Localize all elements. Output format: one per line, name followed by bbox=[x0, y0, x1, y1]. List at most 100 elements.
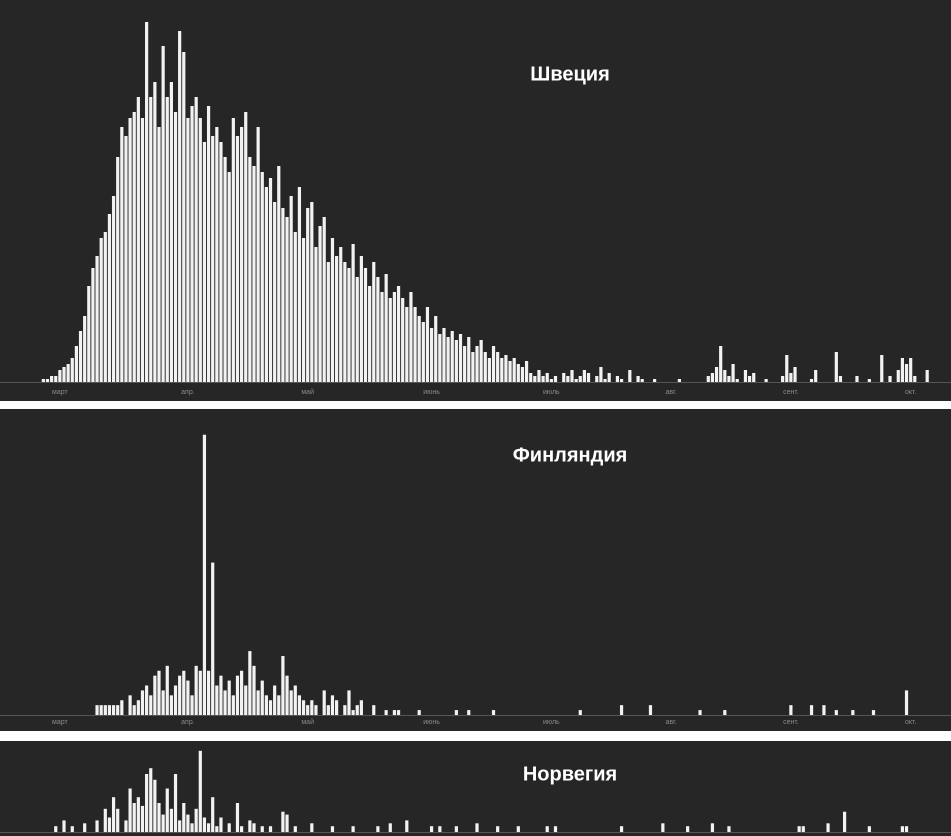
bar bbox=[904, 364, 909, 382]
bar bbox=[157, 803, 161, 832]
bar bbox=[227, 823, 231, 832]
bar bbox=[107, 214, 112, 382]
bar bbox=[186, 118, 190, 382]
bar bbox=[260, 826, 264, 832]
bar bbox=[165, 788, 169, 832]
bar bbox=[78, 331, 83, 382]
bar bbox=[434, 316, 438, 382]
bar bbox=[87, 286, 91, 382]
bar bbox=[421, 322, 425, 382]
bar bbox=[231, 118, 235, 382]
bar bbox=[446, 337, 450, 382]
bar bbox=[116, 808, 120, 832]
bar bbox=[223, 690, 227, 715]
bar bbox=[334, 256, 339, 382]
bar bbox=[111, 196, 116, 382]
bar bbox=[194, 808, 198, 832]
bar bbox=[54, 826, 58, 832]
bar bbox=[343, 705, 347, 715]
bar bbox=[822, 705, 826, 715]
bar bbox=[190, 695, 194, 715]
bar bbox=[289, 690, 293, 715]
bar bbox=[710, 373, 715, 382]
bar bbox=[731, 364, 735, 382]
bar bbox=[330, 695, 335, 715]
bar bbox=[124, 136, 128, 382]
bar bbox=[235, 136, 240, 382]
bar bbox=[285, 675, 289, 715]
bar bbox=[541, 376, 545, 382]
bar bbox=[487, 358, 492, 382]
bar bbox=[384, 710, 388, 715]
bar bbox=[764, 379, 768, 382]
bar bbox=[120, 127, 124, 382]
bar bbox=[809, 379, 814, 382]
bar bbox=[516, 364, 520, 382]
bar bbox=[809, 705, 814, 715]
bar bbox=[508, 361, 512, 382]
bar bbox=[235, 675, 240, 715]
bar bbox=[268, 826, 273, 832]
bar bbox=[194, 665, 198, 715]
bar bbox=[153, 779, 157, 832]
bar bbox=[289, 196, 293, 382]
bar bbox=[145, 22, 149, 382]
x-tick-label: май bbox=[301, 388, 314, 396]
bar bbox=[392, 292, 397, 382]
bar bbox=[211, 797, 215, 832]
bar bbox=[343, 262, 347, 382]
x-tick-label: июнь bbox=[423, 389, 440, 396]
bar bbox=[293, 826, 297, 832]
bar bbox=[248, 820, 252, 832]
bar bbox=[454, 826, 458, 832]
bar bbox=[314, 247, 318, 382]
bar bbox=[95, 820, 99, 832]
bar bbox=[153, 675, 157, 715]
bar bbox=[50, 376, 54, 382]
bar bbox=[648, 705, 653, 715]
bar bbox=[136, 797, 140, 832]
bar bbox=[83, 823, 87, 832]
bar bbox=[297, 695, 302, 715]
bar bbox=[281, 811, 285, 832]
bar bbox=[178, 31, 182, 382]
bar bbox=[413, 307, 417, 382]
bar bbox=[256, 127, 260, 382]
bar bbox=[529, 373, 533, 382]
bar bbox=[240, 127, 244, 382]
bar bbox=[161, 690, 165, 715]
bar bbox=[467, 710, 471, 715]
bar bbox=[471, 352, 475, 382]
bar bbox=[306, 705, 310, 715]
bar bbox=[619, 379, 624, 382]
bar bbox=[380, 292, 384, 382]
bar bbox=[586, 373, 591, 382]
bar bbox=[62, 367, 66, 382]
bar bbox=[417, 710, 421, 715]
bar bbox=[149, 695, 153, 715]
bar bbox=[834, 352, 838, 382]
bar bbox=[388, 823, 392, 832]
bar bbox=[475, 346, 479, 382]
bar bbox=[904, 690, 909, 715]
bar bbox=[161, 814, 165, 832]
bar bbox=[206, 823, 211, 832]
bar bbox=[169, 82, 173, 382]
bar bbox=[479, 340, 483, 382]
x-tick-label: апр. bbox=[181, 389, 195, 396]
bar bbox=[149, 768, 153, 832]
bar bbox=[537, 370, 541, 382]
bar bbox=[574, 379, 578, 382]
bar bbox=[293, 685, 297, 715]
bar bbox=[273, 202, 277, 382]
bar bbox=[178, 675, 182, 715]
bar bbox=[103, 705, 107, 715]
bar bbox=[376, 826, 380, 832]
bar bbox=[653, 379, 657, 382]
bar bbox=[520, 367, 525, 382]
bar bbox=[545, 373, 549, 382]
bar bbox=[128, 695, 132, 715]
bar bbox=[438, 826, 442, 832]
bar bbox=[124, 820, 128, 832]
